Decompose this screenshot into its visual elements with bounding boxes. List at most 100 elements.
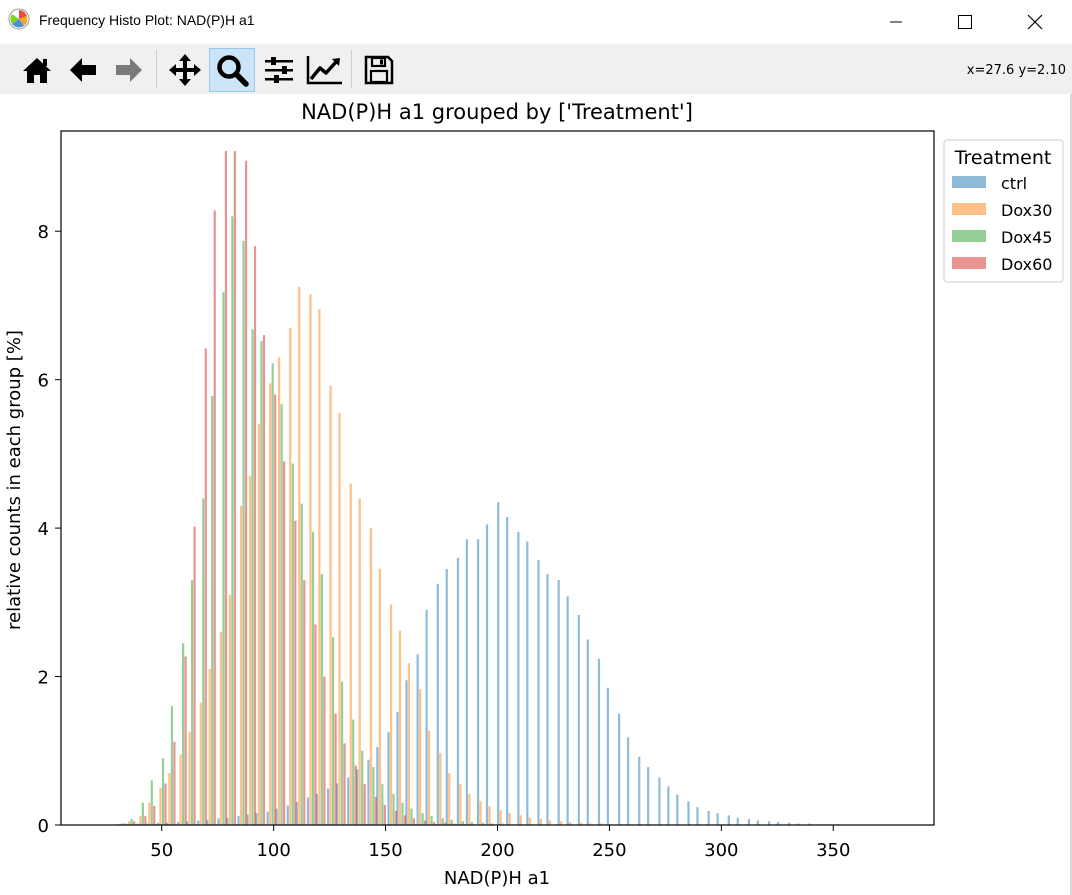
bar-ctrl [485,524,489,825]
bar-dox60 [274,394,277,825]
y-axis-label: relative counts in each group [%] [4,330,25,630]
maximize-button[interactable] [942,0,988,44]
bar-dox45 [202,498,205,825]
configure-subplots-button[interactable] [256,48,302,92]
window-title: Frequency Histo Plot: NAD(P)H a1 [39,12,255,28]
bar-dox45 [352,719,355,825]
bar-dox60 [233,151,236,826]
bar-ctrl [237,816,240,825]
bar-dox30 [318,309,321,825]
bar-ctrl [776,822,780,825]
x-tick-label: 300 [704,840,738,861]
back-button[interactable] [60,48,106,92]
bar-dox60 [424,820,427,825]
bar-dox45 [490,823,494,825]
bar-dox30 [378,568,381,825]
bar-ctrl [767,821,771,825]
bar-ctrl [286,805,289,825]
bar-dox30 [168,773,171,825]
legend: Treatment ctrl Dox30 Dox45 Dox60 [943,139,1064,283]
bar-ctrl [206,819,209,825]
bar-dox60 [262,335,266,825]
maximize-icon [958,15,972,29]
histogram-chart[interactable]: 50 100 150 200 250 300 350 0 2 4 6 8 NAD(P)H a1 gr… [0,94,1072,895]
bar-dox30 [219,632,223,825]
bar-dox60 [283,461,286,825]
bar-dox60 [224,151,228,826]
bar-dox45 [141,802,144,825]
toolbar-separator [156,50,157,88]
minimize-button[interactable] [873,0,919,44]
bar-dox30 [428,730,431,825]
bar-ctrl [217,818,220,825]
bar-ctrl [255,813,258,825]
bar-dox30 [548,820,552,825]
bar-ctrl [707,810,710,825]
x-tick-label: 100 [256,840,290,861]
bar-ctrl [177,822,180,825]
bar-ctrl [306,797,310,825]
bar-dox45 [242,240,245,826]
x-tick-label: 150 [368,840,402,861]
bar-dox30 [289,327,292,825]
zoom-button[interactable] [209,48,255,92]
legend-title: Treatment [954,147,1052,169]
bar-ctrl [676,794,679,825]
bar-dox30 [278,357,281,825]
bar-dox60 [153,805,156,825]
bar-dox45 [251,329,254,825]
y-tick-label: 6 [38,371,49,392]
forward-arrow-icon [116,58,142,82]
bar-ctrl [788,822,791,825]
bar-dox60 [343,743,346,825]
bar-dox45 [231,216,234,826]
bar-ctrl [808,823,811,825]
bar-dox45 [222,292,225,825]
bar-ctrl [197,820,200,825]
bar-dox45 [410,808,413,825]
bar-dox60 [193,526,196,825]
y-tick-label: 2 [38,668,49,689]
bar-ctrl [696,807,699,825]
bar-ctrl [436,583,439,825]
bar-dox30 [448,773,451,825]
y-tick-label: 0 [38,816,49,837]
bar-dox45 [300,503,303,825]
bar-ctrl [387,732,390,825]
bar-dox60 [124,823,127,825]
bar-ctrl [335,783,339,825]
home-button[interactable] [14,48,60,92]
bar-ctrl [476,539,480,825]
bar-ctrl [425,609,428,825]
forward-button[interactable] [106,48,152,92]
bar-ctrl [165,822,169,825]
bar-dox30 [269,383,272,825]
navigation-toolbar [0,44,1072,94]
legend-swatch [952,257,986,269]
bar-dox30 [199,702,202,825]
legend-box [943,139,1064,283]
save-button[interactable] [356,48,402,92]
bar-dox60 [453,823,456,825]
edit-axis-button[interactable] [302,48,348,92]
bar-dox30 [349,483,352,825]
bar-ctrl [606,687,610,825]
pan-button[interactable] [162,48,208,92]
bar-ctrl [246,814,249,825]
bar-ctrl [526,541,529,825]
toolbar-separator [351,50,352,88]
bar-dox30 [539,819,543,825]
bar-dox45 [332,637,335,825]
bar-dox60 [383,804,386,825]
bar-ctrl [327,788,330,825]
close-button[interactable] [1012,0,1058,44]
bar-dox45 [211,395,214,825]
bar-dox45 [260,341,263,825]
bar-dox60 [303,580,306,825]
x-tick-label: 200 [480,840,514,861]
bar-dox60 [133,821,136,825]
y-tick-label: 4 [38,519,49,540]
bar-dox45 [441,818,444,825]
bar-dox30 [580,822,583,825]
bar-dox60 [253,246,257,826]
